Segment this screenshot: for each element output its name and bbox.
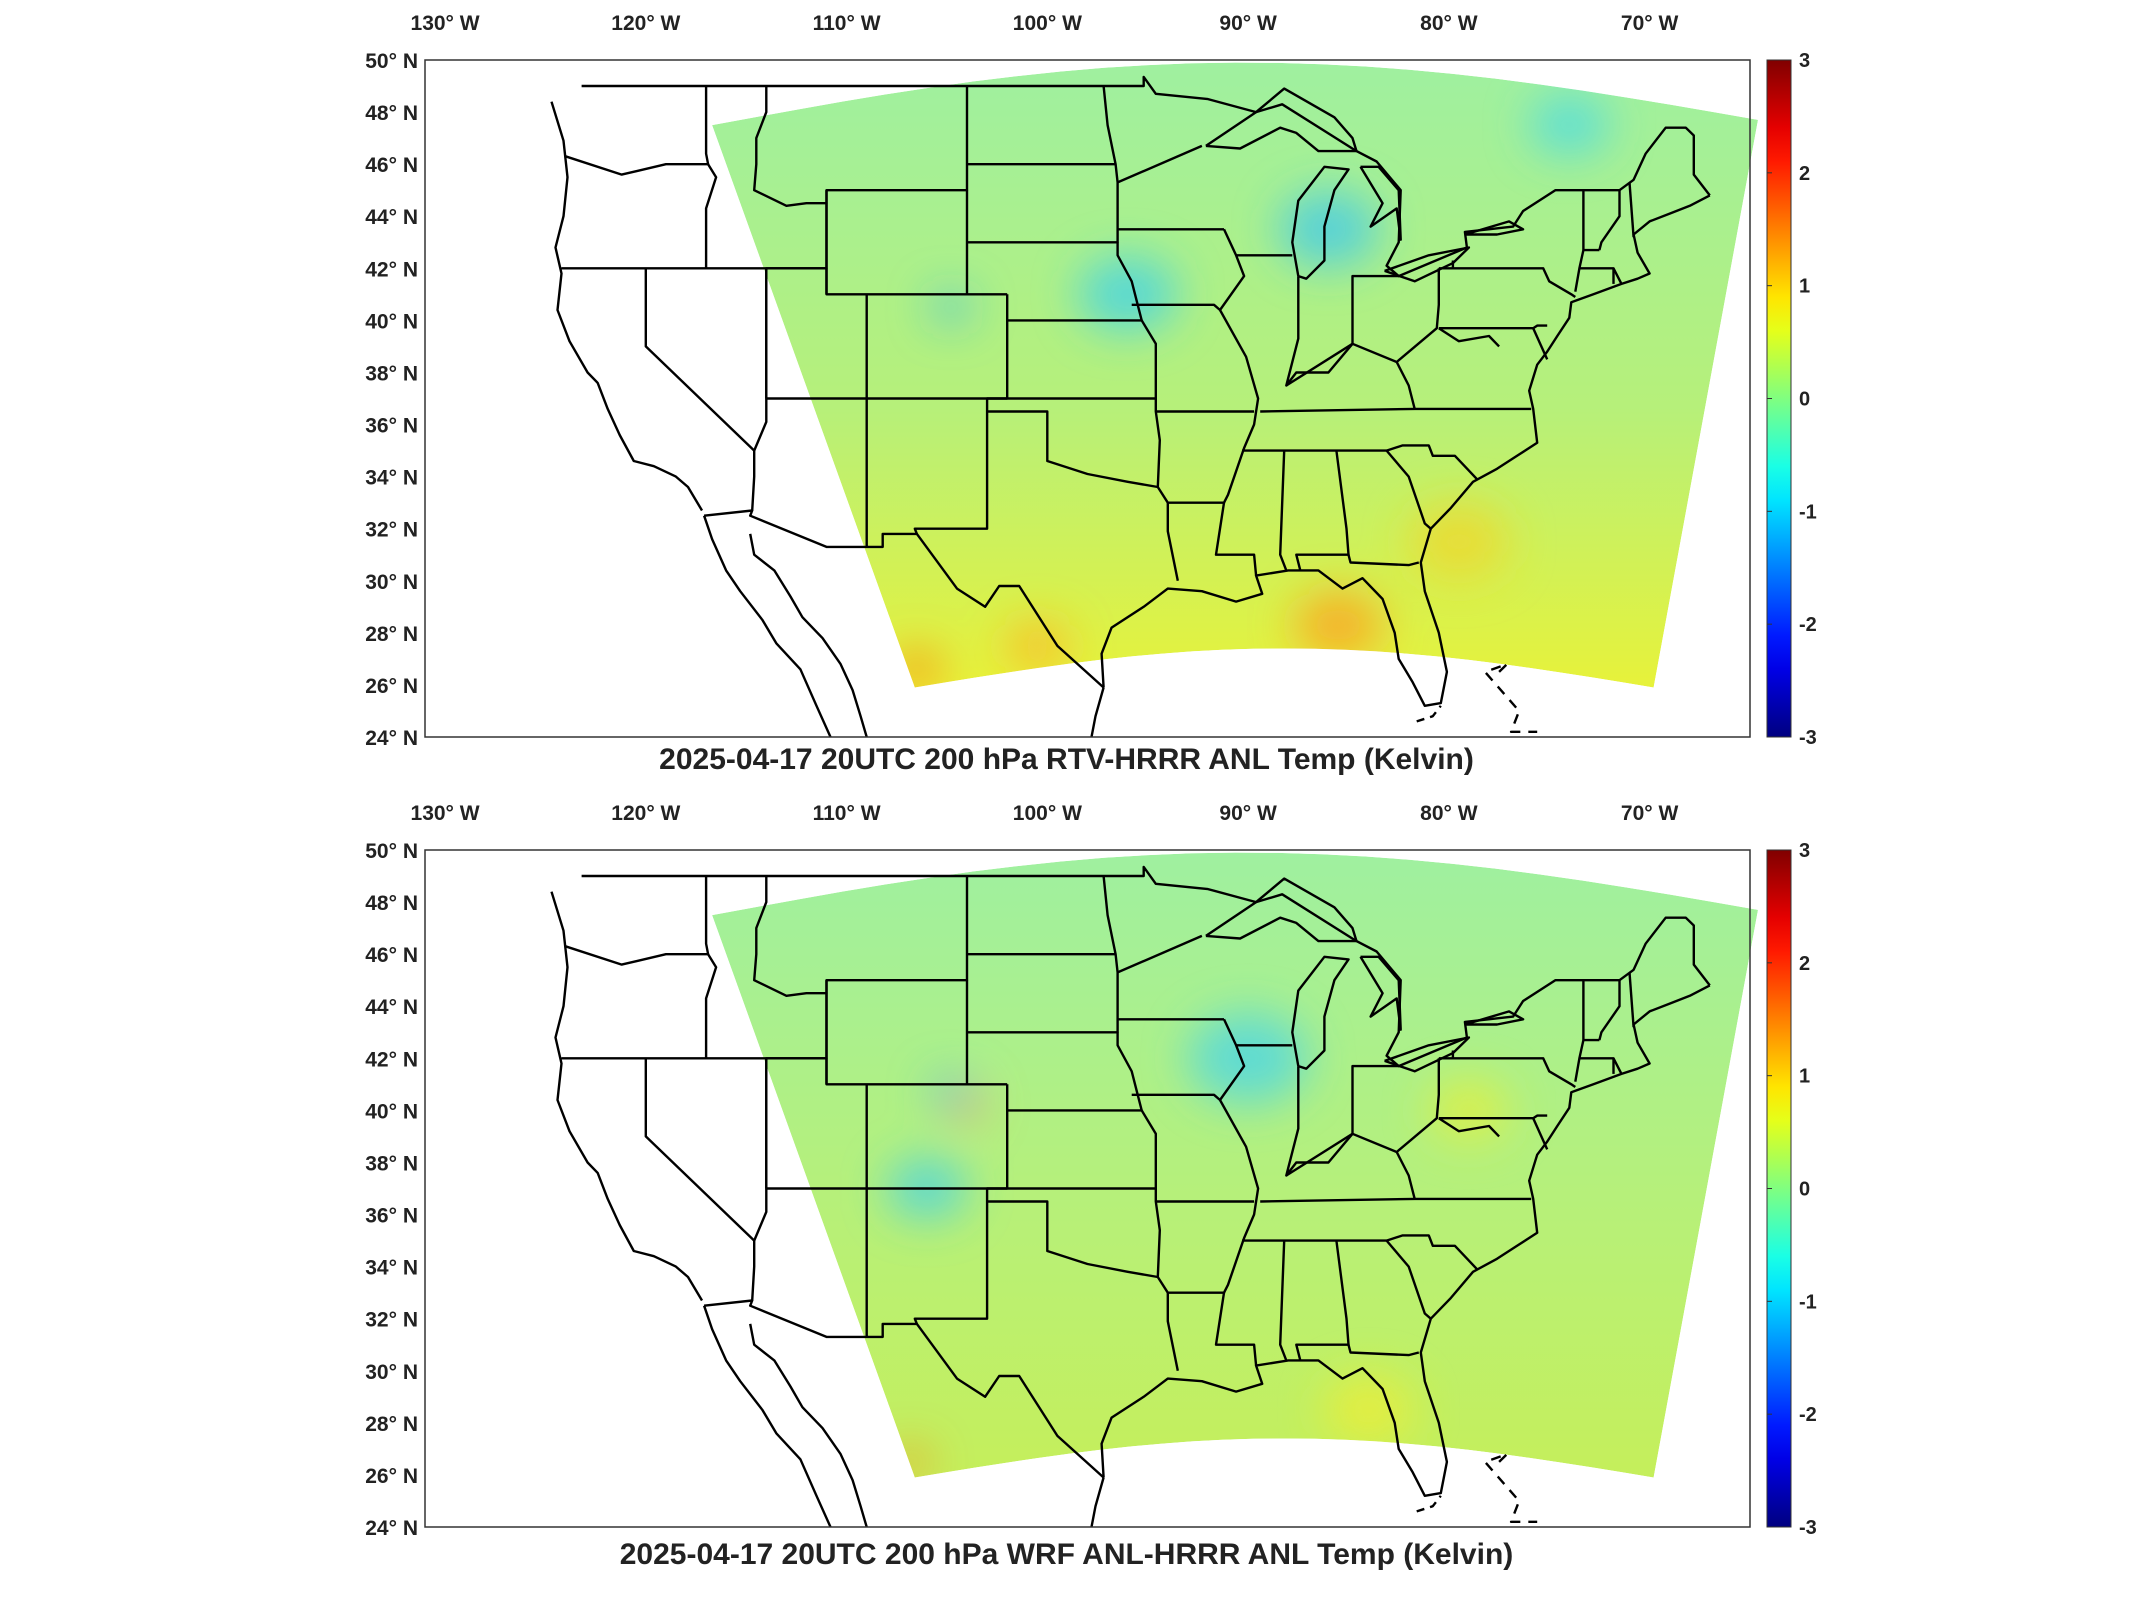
anomaly-patch bbox=[1077, 256, 1178, 332]
lon-tick-label: 110° W bbox=[813, 802, 881, 825]
lon-tick-label: 80° W bbox=[1420, 802, 1478, 825]
colorbar-tick-label: -3 bbox=[1799, 1517, 1817, 1539]
lat-tick-label: 36° N bbox=[365, 415, 418, 438]
anomaly-patch bbox=[1408, 504, 1510, 580]
lat-tick-label: 44° N bbox=[365, 206, 418, 229]
lat-tick-label: 48° N bbox=[365, 892, 418, 915]
geo-outlines bbox=[550, 75, 1711, 738]
panel-title: 2025-04-17 20UTC 200 hPa WRF ANL-HRRR AN… bbox=[619, 1538, 1514, 1571]
anomaly-patch bbox=[1278, 191, 1379, 267]
lon-tick-label: 90° W bbox=[1219, 802, 1277, 825]
lat-tick-label: 32° N bbox=[365, 519, 418, 542]
temperature-field bbox=[712, 62, 1758, 688]
map-figure: 130° W 120° W 110° W 100° W 90° W 80° W 70° W 5… bbox=[365, 802, 1817, 1540]
geo-outlines bbox=[550, 865, 1711, 1528]
lon-tick-label: 120° W bbox=[611, 12, 680, 35]
anomaly-patch bbox=[892, 1448, 929, 1476]
colorbar-tick-label: 0 bbox=[1799, 1179, 1810, 1201]
lat-tick-label: 44° N bbox=[365, 996, 418, 1019]
lat-tick-label: 42° N bbox=[365, 258, 418, 281]
anomaly-patch bbox=[1187, 1013, 1309, 1104]
lat-tick-label: 36° N bbox=[365, 1205, 418, 1228]
anomaly-patch bbox=[892, 651, 941, 688]
colorbar-tick-label: 0 bbox=[1799, 389, 1810, 411]
panel-title: 2025-04-17 20UTC 200 hPa RTV-HRRR ANL Te… bbox=[659, 743, 1474, 776]
lon-tick-label: 70° W bbox=[1621, 802, 1679, 825]
lon-tick-label: 110° W bbox=[813, 12, 881, 35]
lat-tick-label: 34° N bbox=[365, 1257, 418, 1280]
lon-tick-label: 90° W bbox=[1219, 12, 1277, 35]
anomaly-patch bbox=[930, 292, 972, 323]
map-figure: 130° W 120° W 110° W 100° W 90° W 80° W 70° W 5… bbox=[365, 12, 1817, 750]
lat-tick-label: 38° N bbox=[365, 362, 418, 385]
lat-tick-label: 26° N bbox=[365, 1465, 418, 1488]
colorbar-tick-label: -1 bbox=[1799, 1291, 1817, 1313]
lat-tick-label: 46° N bbox=[365, 154, 418, 177]
axes-frame bbox=[424, 849, 1751, 1528]
colorbar-tick-label: 2 bbox=[1799, 163, 1810, 185]
colorbar-tick-label: 3 bbox=[1799, 840, 1810, 862]
lon-tick-label: 70° W bbox=[1621, 12, 1679, 35]
anomaly-patch bbox=[1324, 1376, 1413, 1443]
lat-tick-label: 40° N bbox=[365, 1100, 418, 1123]
colorbar-tick-label: 1 bbox=[1799, 276, 1810, 298]
lat-tick-label: 42° N bbox=[365, 1048, 418, 1071]
lon-tick-label: 120° W bbox=[611, 802, 680, 825]
lat-tick-label: 50° N bbox=[365, 50, 418, 73]
lat-tick-label: 30° N bbox=[365, 571, 418, 594]
lon-tick-label: 130° W bbox=[411, 12, 480, 35]
lat-tick-label: 24° N bbox=[365, 727, 418, 750]
temperature-field bbox=[712, 852, 1758, 1478]
colorbar-tick-label: -2 bbox=[1799, 614, 1817, 636]
lat-tick-label: 46° N bbox=[365, 944, 418, 967]
colorbar-tick-label: 3 bbox=[1799, 50, 1810, 72]
anomaly-patch bbox=[1005, 621, 1070, 670]
lat-tick-label: 28° N bbox=[365, 1413, 418, 1436]
map-panel-wrf-hrrr: 130° W 120° W 110° W 100° W 90° W 80° W 70° W 5… bbox=[0, 790, 2133, 1600]
lat-tick-label: 50° N bbox=[365, 840, 418, 863]
map-panel-rtv-hrrr: 130° W 120° W 110° W 100° W 90° W 80° W 70° W 5… bbox=[365, 12, 1817, 776]
lat-tick-label: 38° N bbox=[365, 1152, 418, 1175]
anomaly-patch bbox=[930, 1077, 972, 1108]
anomaly-patch bbox=[1294, 591, 1383, 659]
lon-tick-label: 80° W bbox=[1420, 12, 1478, 35]
axes-frame bbox=[424, 59, 1751, 738]
colorbar-tick-label: -3 bbox=[1799, 727, 1817, 749]
lat-tick-label: 26° N bbox=[365, 675, 418, 698]
lon-tick-label: 130° W bbox=[411, 802, 480, 825]
lat-tick-label: 30° N bbox=[365, 1361, 418, 1384]
lon-tick-label: 100° W bbox=[1013, 802, 1082, 825]
lat-tick-label: 48° N bbox=[365, 102, 418, 125]
colorbar-tick-label: -1 bbox=[1799, 501, 1817, 523]
anomaly-patch bbox=[1428, 1080, 1510, 1141]
lat-tick-label: 24° N bbox=[365, 1517, 418, 1540]
colorbar-tick-label: 2 bbox=[1799, 953, 1810, 975]
lon-tick-label: 100° W bbox=[1013, 12, 1082, 35]
colorbar-tick-label: -2 bbox=[1799, 1404, 1817, 1426]
lat-tick-label: 40° N bbox=[365, 310, 418, 333]
colorbar-tick-label: 1 bbox=[1799, 1066, 1810, 1088]
lat-tick-label: 34° N bbox=[365, 467, 418, 490]
lat-tick-label: 28° N bbox=[365, 623, 418, 646]
anomaly-patch bbox=[1529, 94, 1610, 156]
lat-tick-label: 32° N bbox=[365, 1309, 418, 1332]
